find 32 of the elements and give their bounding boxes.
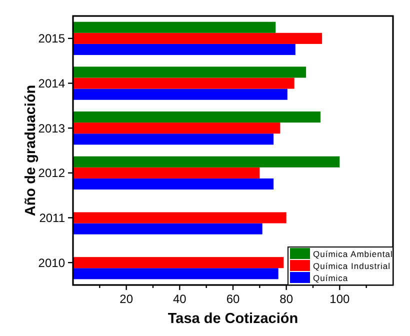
y-tick-label: 2011	[39, 210, 66, 225]
bar	[73, 178, 274, 190]
bar	[73, 88, 288, 100]
bar	[73, 44, 296, 56]
y-axis-title: Año de graduación	[23, 84, 39, 216]
bar	[73, 111, 320, 123]
bar	[73, 32, 322, 44]
y-tick-label: 2015	[38, 32, 66, 46]
y-tick-label: 2012	[38, 166, 66, 180]
x-axis-title: Tasa de Cotización	[168, 311, 298, 327]
x-tick-label: 100	[330, 292, 350, 306]
bar	[73, 122, 280, 134]
bar	[73, 66, 306, 78]
legend-label: Química	[313, 273, 348, 283]
bar	[73, 212, 286, 224]
bar	[73, 257, 284, 268]
bar	[73, 223, 262, 234]
bar	[73, 22, 276, 33]
bar	[73, 134, 274, 145]
x-tick-label: 20	[120, 292, 134, 306]
bar	[73, 156, 340, 168]
x-tick-label: 60	[226, 292, 240, 306]
y-tick-label: 2013	[38, 121, 66, 136]
legend-label: Química Ambiental	[313, 249, 393, 259]
legend-label: Química Industrial	[313, 261, 390, 271]
x-tick-label: 80	[280, 292, 294, 306]
bar	[73, 167, 260, 178]
y-tick-label: 2010	[38, 256, 66, 270]
bar	[73, 78, 294, 89]
y-tick-label: 2014	[38, 76, 66, 90]
bar	[73, 268, 278, 280]
x-tick-label: 40	[172, 292, 187, 306]
